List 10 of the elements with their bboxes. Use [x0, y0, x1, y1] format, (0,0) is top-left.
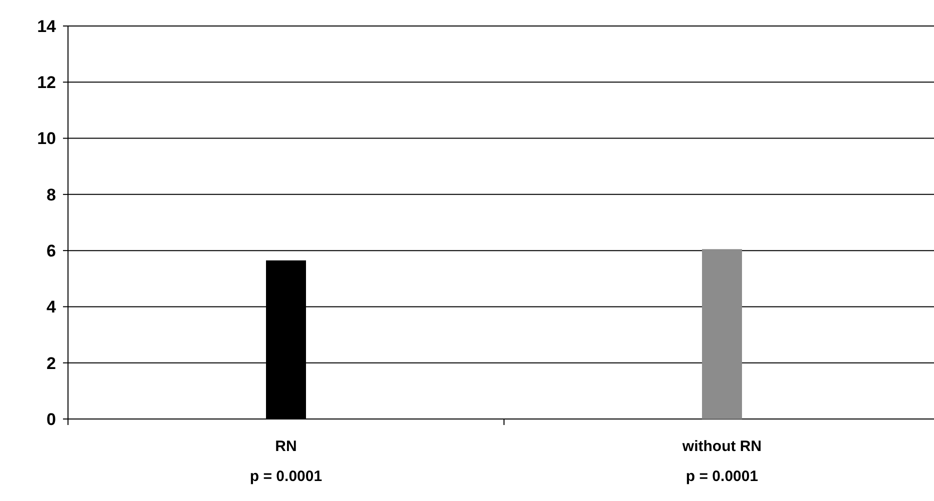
y-tick-label: 6	[46, 242, 56, 261]
x-tick-label: RN p = 0.0001	[250, 438, 322, 485]
y-tick-label: 10	[37, 129, 56, 148]
y-tick-label: 2	[46, 354, 56, 373]
y-tick-label: 4	[46, 298, 57, 317]
y-tick-label: 12	[37, 73, 56, 92]
y-tick-label: 14	[37, 16, 57, 36]
y-tick-label: 8	[46, 185, 56, 204]
y-tick-label: 0	[46, 410, 56, 429]
x-tick-label: without RN p = 0.0001	[681, 438, 762, 485]
